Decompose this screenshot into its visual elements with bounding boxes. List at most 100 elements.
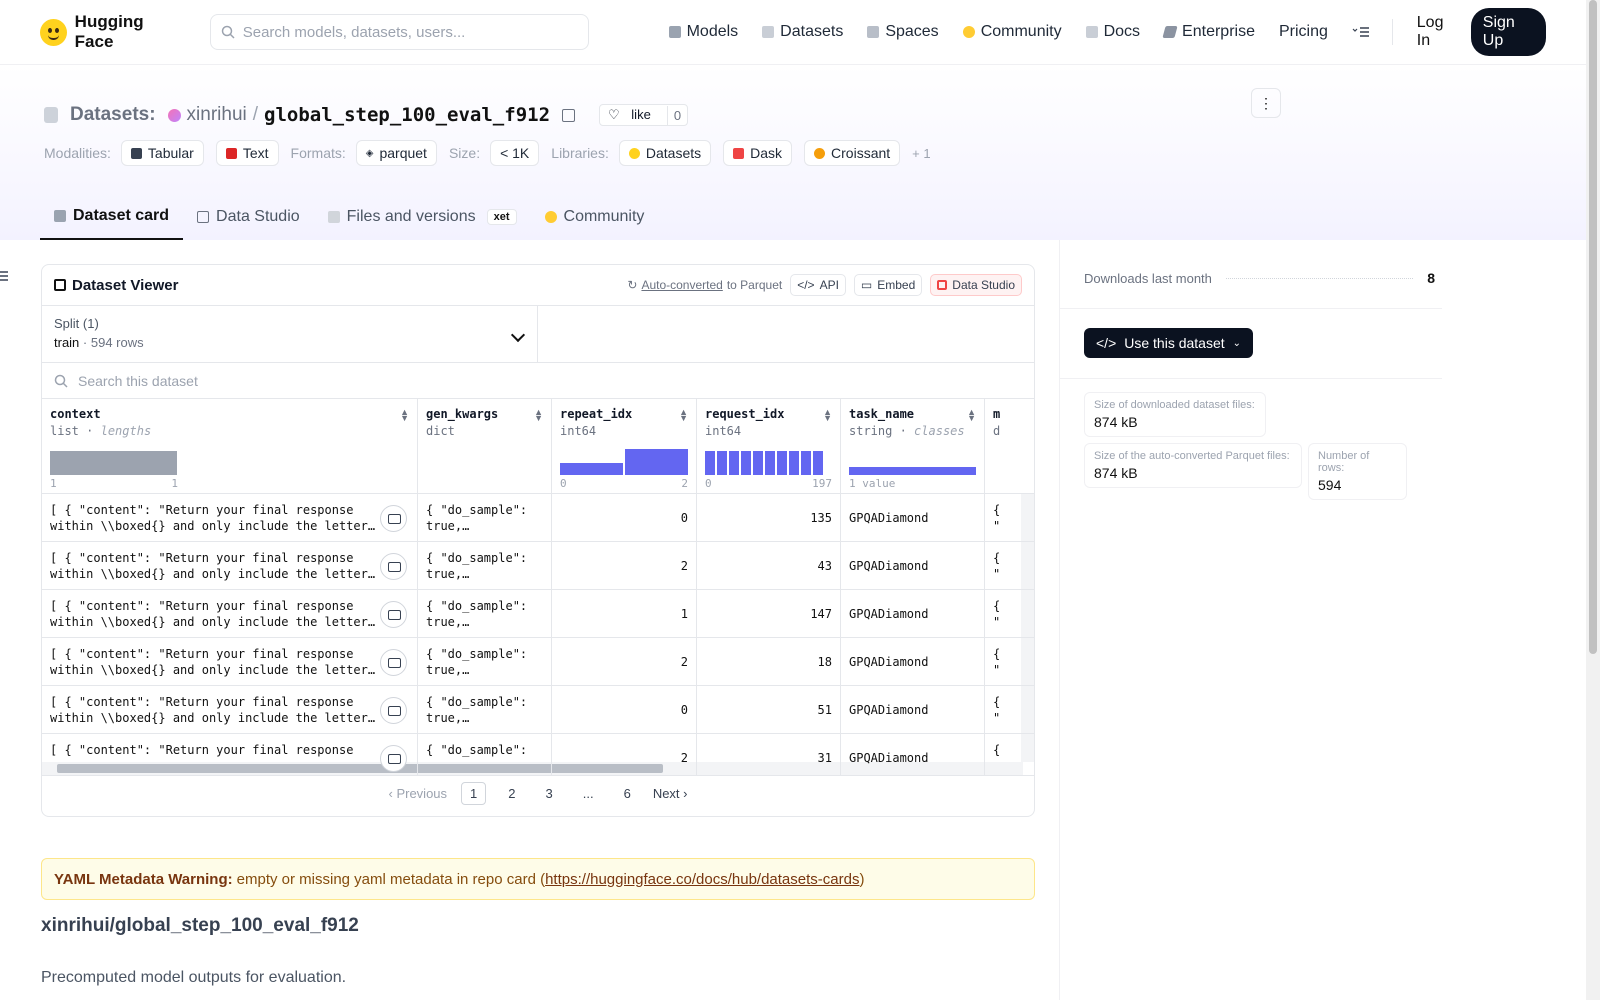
table-cell-repeat-idx[interactable]: 2 [552,734,697,775]
table-cell-repeat-idx[interactable]: 2 [552,638,697,686]
sidebar-toggle-icon[interactable] [0,271,10,283]
more-options-button[interactable]: ⋮ [1251,88,1281,118]
table-cell-task-name[interactable]: GPQADiamond [841,686,985,734]
table-cell-context[interactable]: [ { "content": "Return your final respon… [42,734,418,775]
histogram-bar[interactable] [560,463,623,475]
page-1[interactable]: 1 [461,781,487,805]
column-header-task-name[interactable]: task_name string · classes ▲ ▼ 1 value [841,399,985,494]
tag-croissant[interactable]: Croissant [804,140,901,166]
tag-dask[interactable]: Dask [723,140,793,166]
page-scrollbar[interactable] [1586,0,1600,1000]
tab-data-studio[interactable]: Data Studio [183,193,314,240]
table-cell-gen-kwargs[interactable]: { "do_sample": [418,734,552,775]
histogram-bar[interactable] [625,449,688,475]
chat-icon[interactable] [380,649,407,676]
hf-logo[interactable]: Hugging Face [40,12,186,52]
horizontal-scrollbar[interactable] [42,762,1023,775]
sort-icon[interactable]: ▲ ▼ [823,407,832,423]
nav-pricing[interactable]: Pricing [1267,23,1340,41]
table-cell-m[interactable]: { [985,734,1034,775]
tab-dataset-card[interactable]: Dataset card [40,193,184,240]
copy-icon[interactable] [562,108,576,122]
sort-icon[interactable]: ▲ ▼ [400,407,409,423]
nav-spaces[interactable]: Spaces [855,23,950,41]
table-cell-task-name[interactable]: GPQADiamond [841,638,985,686]
column-header-request-idx[interactable]: request_idx int64 ▲ ▼ 0 197 [697,399,841,494]
table-cell-task-name[interactable]: GPQADiamond [841,734,985,775]
table-cell-gen-kwargs[interactable]: { "do_sample": true,… [418,686,552,734]
histogram-bar[interactable] [777,451,787,475]
histogram-bar[interactable] [789,451,799,475]
login-link[interactable]: Log In [1416,14,1444,49]
section-label[interactable]: Datasets: [70,104,156,125]
table-cell-context[interactable]: [ { "content": "Return your final respon… [42,590,418,638]
page-2[interactable]: 2 [508,785,516,801]
table-cell-context[interactable]: [ { "content": "Return your final respon… [42,638,418,686]
tag-size[interactable]: < 1K [490,140,540,166]
data-studio-button[interactable]: Data Studio [930,274,1022,296]
page-6[interactable]: 6 [623,785,631,801]
chat-icon[interactable] [380,553,407,580]
tab-files[interactable]: Files and versions xet [314,193,531,240]
nav-enterprise[interactable]: Enterprise [1152,23,1267,41]
nav-more-menu[interactable] [1340,26,1382,38]
table-cell-gen-kwargs[interactable]: { "do_sample": true,… [418,494,552,542]
global-search-input[interactable]: Search models, datasets, users... [209,14,589,50]
table-cell-gen-kwargs[interactable]: { "do_sample": true,… [418,590,552,638]
histogram-bar[interactable] [801,451,811,475]
table-cell-context[interactable]: [ { "content": "Return your final respon… [42,542,418,590]
table-cell-gen-kwargs[interactable]: { "do_sample": true,… [418,638,552,686]
like-button[interactable]: ♡ like 0 [599,104,689,126]
histogram-bar[interactable] [813,451,823,475]
tag-datasets-lib[interactable]: Datasets [618,140,712,166]
table-cell-repeat-idx[interactable]: 0 [552,494,697,542]
tab-community[interactable]: Community [531,193,659,240]
table-cell-m[interactable]: { " [985,590,1034,638]
histogram-bar[interactable] [741,451,751,475]
chat-icon[interactable] [380,745,407,772]
nav-models[interactable]: Models [657,23,751,41]
chat-icon[interactable] [380,505,407,532]
table-cell-context[interactable]: [ { "content": "Return your final respon… [42,686,418,734]
histogram-bar[interactable] [753,451,763,475]
table-cell-m[interactable]: { " [985,542,1034,590]
histogram-bar[interactable] [705,451,715,475]
signup-button[interactable]: Sign Up [1470,8,1546,56]
table-cell-task-name[interactable]: GPQADiamond [841,590,985,638]
table-cell-context[interactable]: [ { "content": "Return your final respon… [42,494,418,542]
api-button[interactable]: </> API [790,274,846,296]
table-cell-repeat-idx[interactable]: 0 [552,686,697,734]
nav-docs[interactable]: Docs [1074,23,1152,41]
table-cell-request-idx[interactable]: 43 [697,542,841,590]
table-cell-repeat-idx[interactable]: 1 [552,590,697,638]
tag-parquet[interactable]: ◈ parquet [355,140,437,166]
column-header-context[interactable]: context list · lengths ▲ ▼ 1 1 [42,399,418,494]
histogram-bar[interactable] [729,451,739,475]
prev-page-button[interactable]: ‹ Previous [388,785,448,801]
histogram-bar[interactable] [717,451,727,475]
warning-link[interactable]: https://huggingface.co/docs/hub/datasets… [545,870,860,888]
table-cell-m[interactable]: { " [985,638,1034,686]
auto-converted-link[interactable]: Auto-converted [641,278,723,292]
chat-icon[interactable] [380,697,407,724]
table-cell-m[interactable]: { " [985,686,1034,734]
page-3[interactable]: 3 [545,785,553,801]
table-cell-request-idx[interactable]: 51 [697,686,841,734]
nav-datasets[interactable]: Datasets [750,23,855,41]
owner-link[interactable]: xinrihui [186,104,247,125]
column-header-gen-kwargs[interactable]: gen_kwargs dict ▲ ▼ [418,399,552,494]
tag-tabular[interactable]: Tabular [120,140,204,166]
histogram-bar[interactable] [849,467,976,475]
table-cell-request-idx[interactable]: 135 [697,494,841,542]
use-dataset-button[interactable]: </> Use this dataset ⌄ [1084,328,1254,358]
embed-button[interactable]: ▭ Embed [853,274,923,296]
table-cell-request-idx[interactable]: 18 [697,638,841,686]
nav-community[interactable]: Community [951,23,1074,41]
table-cell-task-name[interactable]: GPQADiamond [841,542,985,590]
column-header-repeat-idx[interactable]: repeat_idx int64 ▲ ▼ 0 2 [552,399,697,494]
sort-icon[interactable]: ▲ ▼ [534,407,543,423]
table-cell-m[interactable]: { " [985,494,1034,542]
split-selector[interactable]: Split (1) train · 594 rows [42,306,538,362]
repo-name[interactable]: global_step_100_eval_f912 [264,104,551,126]
next-page-button[interactable]: Next › [652,785,688,801]
